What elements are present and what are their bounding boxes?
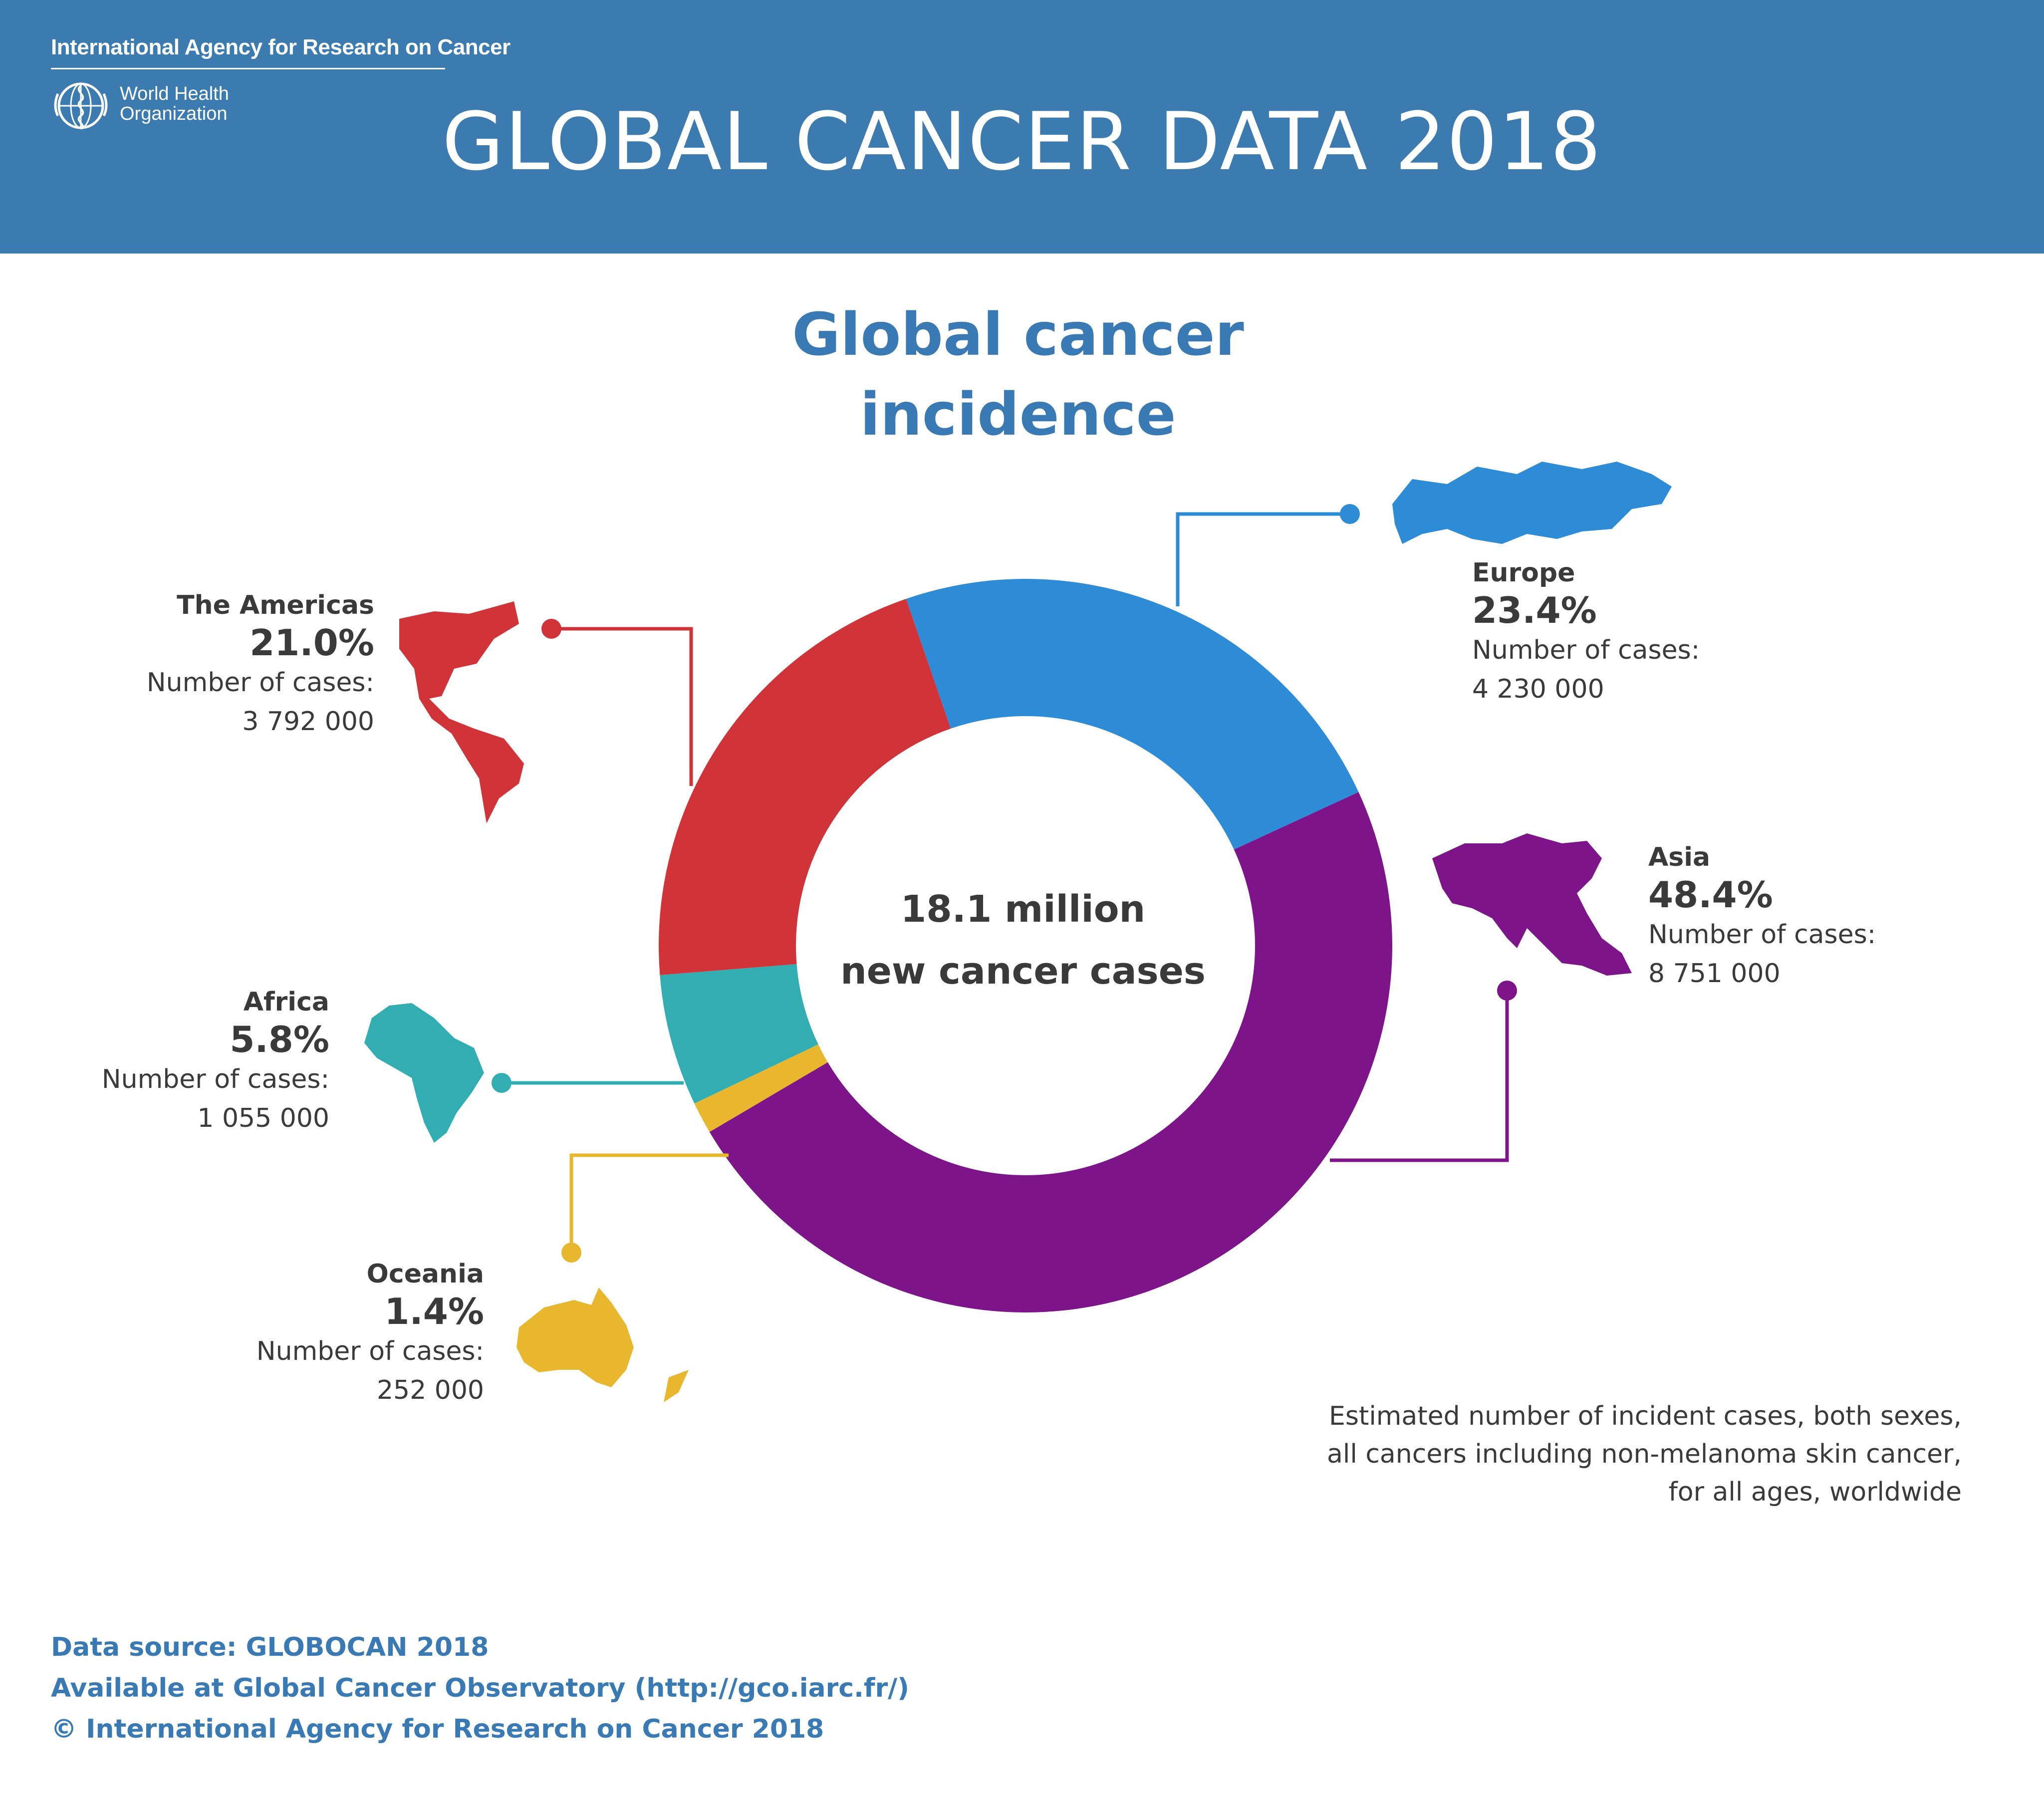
total-cases-line-1: 18.1 million (900, 888, 1146, 931)
leader-line-asia (1330, 991, 1509, 1162)
oceania-cases: 252 000 (376, 1375, 484, 1405)
region-africa: Africa 5.8% Number of cases: 1 055 000 (80, 986, 329, 1138)
africa-name: Africa (243, 987, 329, 1017)
header-banner: International Agency for Research on Can… (0, 0, 2044, 254)
oceania-cases-label: Number of cases: (256, 1336, 484, 1366)
org-divider (51, 68, 445, 69)
donut-slice-asia (709, 792, 1392, 1312)
leader-line-americas (551, 627, 693, 786)
americas-map-icon (399, 601, 524, 823)
copyright: © International Agency for Research on C… (51, 1714, 824, 1744)
europe-name: Europe (1472, 558, 1575, 588)
total-cases-line-2: new cancer cases (840, 950, 1206, 993)
footnote-line-3: for all ages, worldwide (1668, 1477, 1962, 1507)
asia-cases: 8 751 000 (1648, 959, 1781, 989)
who-line-1: World Health (120, 83, 229, 104)
leader-dot-europe (1340, 504, 1360, 524)
oceania-map-icon (516, 1287, 689, 1402)
africa-cases-label: Number of cases: (101, 1064, 329, 1094)
org-name: International Agency for Research on Can… (51, 35, 511, 59)
chart-footnote: Estimated number of incident cases, both… (1163, 1397, 1962, 1511)
oceania-name: Oceania (366, 1259, 484, 1289)
asia-name: Asia (1648, 842, 1711, 872)
leader-line-europe (1176, 512, 1347, 606)
africa-cases: 1 055 000 (197, 1103, 329, 1133)
donut-slice-oceania (694, 1044, 828, 1132)
leader-lines (502, 512, 1509, 1253)
page-title: GLOBAL CANCER DATA 2018 (0, 95, 2044, 188)
availability-link[interactable]: Available at Global Cancer Observatory (… (51, 1673, 909, 1703)
asia-cases-label: Number of cases: (1648, 920, 1876, 950)
leader-dot-africa (492, 1073, 511, 1093)
region-oceania: Oceania 1.4% Number of cases: 252 000 (190, 1258, 484, 1410)
leader-line-oceania (569, 1153, 729, 1253)
europe-map-icon (1392, 462, 1672, 544)
europe-cases: 4 230 000 (1472, 674, 1604, 704)
page-title-text: GLOBAL CANCER DATA 2018 (442, 95, 1602, 188)
europe-cases-label: Number of cases: (1472, 635, 1700, 665)
footnote-line-1: Estimated number of incident cases, both… (1328, 1401, 1962, 1431)
asia-map-icon (1432, 833, 1632, 976)
chart-title: Global cancer incidence (768, 294, 1268, 454)
data-source: Data source: GLOBOCAN 2018 (51, 1632, 489, 1662)
oceania-percent: 1.4% (384, 1290, 484, 1332)
who-name: World Health Organization (120, 84, 229, 124)
asia-percent: 48.4% (1648, 874, 1773, 916)
donut-slice-the-americas (659, 599, 951, 975)
source-footer: Data source: GLOBOCAN 2018 Available at … (51, 1627, 909, 1750)
footnote-line-2: all cancers including non-melanoma skin … (1327, 1439, 1962, 1469)
region-europe: Europe 23.4% Number of cases: 4 230 000 (1472, 556, 1772, 709)
americas-cases: 3 792 000 (242, 707, 374, 737)
donut-slice-europe (906, 579, 1359, 850)
who-emblem-icon (54, 82, 108, 130)
leader-dot-asia (1497, 981, 1517, 1001)
chart-title-line-2: incidence (860, 380, 1176, 449)
donut-slice-africa (660, 964, 818, 1104)
donut-slices (659, 579, 1392, 1312)
donut-center-label: 18.1 million new cancer cases (798, 878, 1248, 1002)
region-americas: The Americas 21.0% Number of cases: 3 79… (120, 589, 374, 742)
americas-cases-label: Number of cases: (146, 668, 374, 698)
europe-percent: 23.4% (1472, 589, 1597, 631)
leader-dot-oceania (561, 1243, 581, 1263)
leader-dot-americas (541, 619, 561, 639)
who-line-2: Organization (120, 103, 228, 124)
africa-map-icon (364, 1003, 484, 1143)
americas-percent: 21.0% (250, 622, 374, 664)
chart-title-line-1: Global cancer (792, 300, 1244, 369)
region-asia: Asia 48.4% Number of cases: 8 751 000 (1648, 841, 1948, 994)
americas-name: The Americas (177, 590, 374, 620)
africa-percent: 5.8% (230, 1019, 329, 1060)
